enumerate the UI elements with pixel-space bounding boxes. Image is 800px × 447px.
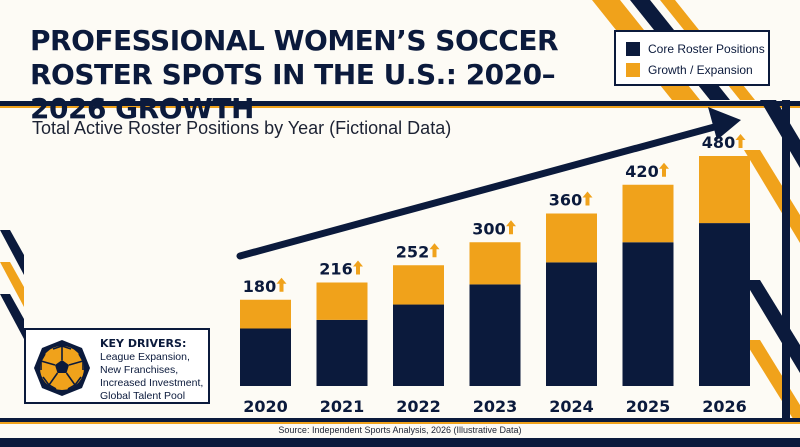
chart-subtitle: Total Active Roster Positions by Year (F… — [32, 118, 452, 138]
bar-total-label: 420 — [625, 162, 658, 181]
trend-arrow-shaft — [236, 122, 722, 260]
up-arrow-icon — [353, 260, 363, 275]
bar-growth-segment — [316, 282, 368, 320]
bar-core-segment — [240, 328, 291, 386]
bar-total-label: 360 — [549, 191, 582, 210]
value-labels-group: 180 216 252 300 360 420 480 — [243, 133, 746, 296]
bars-group — [240, 156, 750, 386]
bar-core-segment — [316, 319, 368, 386]
x-tick-label: 2020 — [243, 397, 288, 416]
bar-total-label: 216 — [319, 260, 352, 279]
bar-growth-segment — [469, 242, 521, 285]
key-drivers-box: KEY DRIVERS: League Expansion, New Franc… — [24, 328, 210, 404]
bar-total-label: 480 — [702, 133, 735, 152]
x-tick-label: 2021 — [320, 397, 365, 416]
x-tick-label: 2022 — [396, 397, 441, 416]
legend-item-growth: Growth / Expansion — [626, 59, 758, 80]
bar-growth-segment — [393, 265, 444, 305]
legend: Core Roster Positions Growth / Expansion — [614, 30, 770, 86]
bar-total-label: 252 — [396, 242, 429, 261]
key-driver-item: New Franchises, — [100, 364, 179, 376]
up-arrow-icon — [582, 191, 593, 206]
source-note: Source: Independent Sports Analysis, 202… — [278, 425, 522, 435]
bar-growth-segment — [622, 184, 674, 243]
up-arrow-icon — [659, 162, 669, 177]
legend-label-growth: Growth / Expansion — [648, 62, 753, 77]
key-drivers-heading: KEY DRIVERS: — [100, 337, 187, 350]
bar-core-segment — [546, 262, 597, 386]
x-tick-label: 2025 — [626, 397, 671, 416]
bar-core-segment — [393, 304, 444, 386]
up-arrow-icon — [735, 134, 746, 148]
x-tick-label: 2023 — [473, 397, 518, 416]
bar-growth-segment — [546, 213, 597, 263]
key-driver-item: Global Talent Pool — [100, 390, 186, 402]
chart-title: PROFESSIONAL WOMEN’S SOCCER ROSTER SPOTS… — [30, 24, 559, 125]
x-tick-label: 2024 — [549, 397, 594, 416]
legend-swatch-core — [626, 41, 640, 56]
trend-arrow-head-icon — [708, 107, 741, 140]
soccer-ball-icon — [34, 340, 90, 396]
bar-growth-segment — [240, 299, 291, 329]
key-drivers-text: KEY DRIVERS: League Expansion, New Franc… — [100, 337, 212, 403]
up-arrow-icon — [276, 277, 287, 292]
up-arrow-icon — [429, 243, 440, 258]
key-driver-item: League Expansion, — [100, 351, 190, 363]
legend-item-core: Core Roster Positions — [626, 38, 765, 59]
bar-growth-segment — [699, 156, 750, 224]
bar-total-label: 300 — [472, 219, 505, 238]
key-driver-item: Increased Investment, — [100, 377, 204, 389]
legend-swatch-growth — [626, 62, 640, 77]
legend-label-core: Core Roster Positions — [648, 41, 765, 56]
bar-core-segment — [622, 242, 674, 386]
x-axis-ticks: 2020 2021 2022 2023 2024 2025 2026 — [243, 397, 747, 416]
bar-core-segment — [469, 284, 521, 386]
bar-total-label: 180 — [243, 277, 276, 296]
up-arrow-icon — [506, 220, 516, 235]
bar-core-segment — [699, 223, 750, 386]
x-tick-label: 2026 — [702, 397, 747, 416]
